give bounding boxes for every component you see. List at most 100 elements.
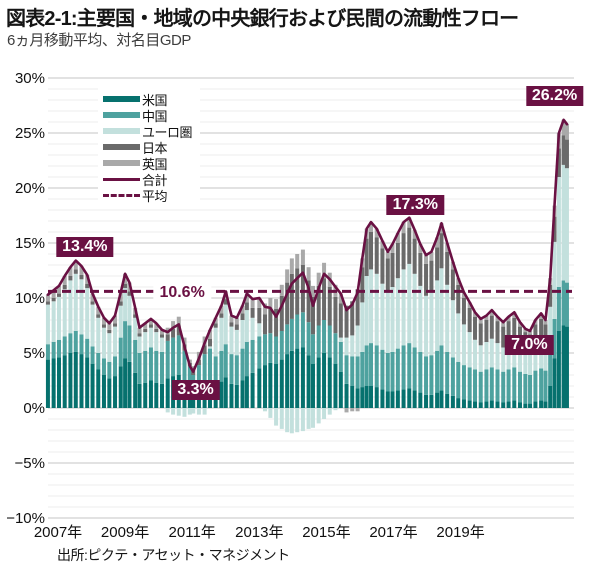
bar-segment-cn (263, 334, 268, 366)
bar-segment-eu (473, 339, 478, 370)
bar-segment-eu (295, 408, 300, 433)
bar-segment-cn (556, 287, 561, 331)
bar-segment-uk (306, 267, 311, 281)
bar-segment-uk (369, 222, 374, 232)
bar-segment-us (390, 391, 395, 408)
bar-segment-jp (424, 263, 429, 296)
bar-segment-cn (412, 347, 417, 391)
bar-segment-uk (539, 313, 544, 319)
bar-segment-cn (548, 350, 553, 386)
bar-segment-eu (467, 332, 472, 368)
bar-segment-eu (268, 408, 273, 418)
annotation-7-0pct: 7.0% (505, 335, 554, 356)
bar-segment-eu (90, 304, 95, 347)
bar-segment-cn (390, 351, 395, 392)
bar-segment-jp (360, 267, 365, 303)
bar-segment-us (250, 372, 255, 408)
bar-segment-jp (539, 318, 544, 340)
bar-segment-us (407, 388, 412, 408)
x-tick-label: 2009年 (100, 524, 150, 541)
bar-segment-jp (223, 299, 228, 305)
bar-segment-uk (424, 255, 429, 264)
bar-segment-uk (182, 337, 187, 345)
bar-segment-uk (350, 408, 355, 412)
bar-segment-uk (461, 292, 466, 298)
annotation-3-3pct: 3.3% (171, 380, 220, 401)
bar-segment-jp (412, 238, 417, 274)
bar-segment-us (512, 400, 517, 408)
bar-segment-eu (316, 408, 321, 424)
bar-segment-eu (51, 301, 56, 342)
bar-segment-cn (528, 375, 533, 404)
bar-segment-us (548, 386, 553, 408)
bar-segment-cn (234, 355, 239, 385)
bar-segment-us (473, 401, 478, 408)
bar-segment-uk (113, 315, 118, 324)
bar-segment-uk (51, 290, 56, 298)
bar-segment-cn (439, 345, 444, 391)
bar-segment-cn (244, 342, 249, 377)
bar-segment-us (564, 326, 569, 408)
bar-segment-jp (96, 314, 101, 318)
bar-segment-eu (250, 317, 255, 340)
bar-segment-jp (213, 323, 218, 328)
legend-swatch (103, 144, 140, 150)
bar-segment-cn (316, 325, 321, 358)
bar-segment-jp (395, 243, 400, 279)
bar-segment-eu (390, 287, 395, 352)
bar-segment-cn (196, 365, 201, 391)
bar-segment-us (435, 392, 440, 408)
bar-segment-eu (118, 305, 123, 338)
bar-segment-jp (57, 293, 62, 297)
bar-segment-uk (344, 408, 349, 413)
bar-segment-cn (207, 348, 212, 381)
bar-segment-us (424, 394, 429, 408)
bar-segment-eu (165, 408, 170, 413)
bar-segment-uk (435, 237, 440, 248)
bar-segment-uk (68, 267, 73, 276)
bar-segment-us (234, 384, 239, 408)
bar-segment-uk (467, 302, 472, 308)
bar-segment-cn (533, 370, 538, 402)
bar-segment-us (450, 395, 455, 408)
bar-segment-us (528, 403, 533, 408)
bar-segment-uk (418, 244, 423, 253)
bar-segment-eu (196, 408, 201, 415)
bar-segment-cn (143, 350, 148, 383)
bar-segment-jp (564, 139, 569, 169)
bar-segment-uk (412, 229, 417, 239)
bar-segment-eu (484, 342, 489, 370)
bar-segment-us (51, 358, 56, 408)
legend-swatch (103, 160, 140, 166)
bar-segment-uk (543, 320, 548, 325)
bar-segment-us (556, 331, 561, 408)
bar-segment-jp (295, 268, 300, 315)
bar-segment-jp (333, 296, 338, 334)
bar-segment-us (418, 392, 423, 408)
bar-segment-jp (533, 324, 538, 346)
bar-segment-jp (385, 258, 390, 293)
bar-segment-jp (154, 328, 159, 333)
bar-segment-uk (561, 119, 566, 136)
bar-segment-cn (338, 342, 343, 372)
bar-segment-eu (374, 273, 379, 346)
bar-segment-uk (57, 285, 62, 294)
bar-segment-cn (240, 348, 245, 381)
legend-item-uk: 英国 (103, 155, 192, 172)
bar-segment-us (118, 366, 123, 408)
bar-segment-eu (528, 354, 533, 375)
bar-segment-cn (85, 338, 90, 358)
bar-segment-uk (300, 249, 305, 265)
bar-segment-uk (429, 251, 434, 261)
bar-segment-jp (257, 307, 262, 324)
bar-segment-us (439, 390, 444, 408)
bar-segment-eu (385, 292, 390, 353)
annotation-13-4pct: 13.4% (56, 237, 114, 258)
bar-segment-uk (310, 285, 315, 297)
bar-segment-eu (160, 337, 165, 352)
bar-segment-us (543, 401, 548, 408)
x-tick-label: 2013年 (235, 524, 284, 541)
bar-segment-us (279, 359, 284, 408)
bar-segment-eu (244, 310, 249, 342)
bar-segment-jp (445, 251, 450, 285)
